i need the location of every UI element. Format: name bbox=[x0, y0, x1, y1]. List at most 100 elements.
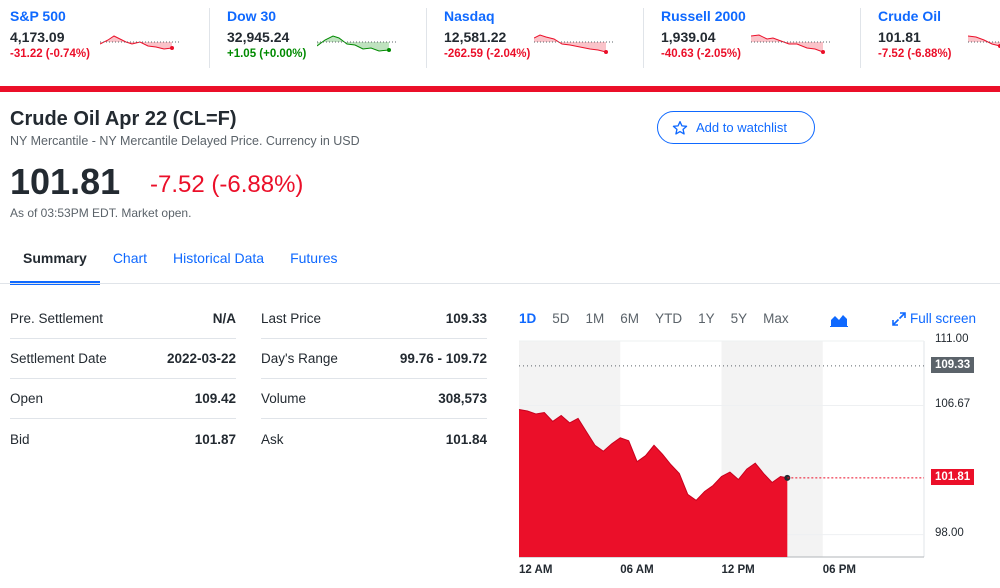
ticker-name: S&P 500 bbox=[10, 8, 66, 24]
ticker-sparkline bbox=[968, 35, 1000, 48]
stat-row: Settlement Date 2022-03-22 bbox=[10, 339, 236, 379]
stat-label: Day's Range bbox=[261, 351, 338, 366]
ticker-name: Crude Oil bbox=[878, 8, 942, 24]
full-screen-label: Full screen bbox=[910, 311, 977, 326]
current-price: 101.81 bbox=[10, 161, 121, 202]
stat-row: Volume 308,573 bbox=[261, 379, 487, 419]
ticker-change: -31.22 (-0.74%) bbox=[10, 48, 90, 60]
range-5y[interactable]: 5Y bbox=[730, 311, 748, 326]
stat-label: Ask bbox=[261, 431, 284, 447]
stat-row: Bid 101.87 bbox=[10, 419, 236, 459]
ticker-item-s-p-500[interactable]: S&P 500 4,173.09 -31.22 (-0.74%) bbox=[0, 0, 210, 72]
ticker-change: +1.05 (+0.00%) bbox=[227, 48, 307, 60]
tab-chart[interactable]: Chart bbox=[112, 250, 148, 266]
stat-label: Bid bbox=[10, 431, 30, 447]
ticker-price: 32,945.24 bbox=[227, 29, 290, 45]
y-tick-label: 106.67 bbox=[935, 397, 971, 410]
stat-label: Volume bbox=[261, 391, 307, 406]
watchlist-label: Add to watchlist bbox=[696, 120, 788, 135]
add-to-watchlist-button[interactable]: Add to watchlist bbox=[657, 111, 815, 144]
y-tick-label: 98.00 bbox=[935, 526, 964, 539]
page-title: Crude Oil Apr 22 (CL=F) bbox=[10, 108, 237, 130]
sparkline-line bbox=[317, 35, 390, 52]
area-chart-icon bbox=[830, 315, 848, 327]
chart-type-button[interactable] bbox=[830, 313, 848, 332]
x-tick-label: 12 PM bbox=[721, 564, 755, 576]
range-1m[interactable]: 1M bbox=[585, 311, 605, 326]
tab-historical-data[interactable]: Historical Data bbox=[173, 250, 265, 266]
ticker-item-dow-30[interactable]: Dow 30 32,945.24 +1.05 (+0.00%) bbox=[217, 0, 427, 72]
ticker-item-nasdaq[interactable]: Nasdaq 12,581.22 -262.59 (-2.04%) bbox=[434, 0, 644, 72]
price-line bbox=[518, 409, 788, 502]
sparkline-line bbox=[968, 35, 1000, 47]
ticker-item-crude-oil[interactable]: Crude Oil 101.81 -7.52 (-6.88%) bbox=[868, 0, 1000, 72]
ticker-change: -40.63 (-2.05%) bbox=[661, 48, 741, 60]
ticker-separator bbox=[643, 8, 644, 68]
x-tick-label: 12 AM bbox=[519, 564, 553, 576]
ticker-change: -262.59 (-2.04%) bbox=[444, 48, 531, 60]
ticker-separator bbox=[860, 8, 861, 68]
x-tick-label: 06 AM bbox=[620, 564, 654, 576]
ticker-name: Nasdaq bbox=[444, 8, 495, 24]
ticker-name: Russell 2000 bbox=[661, 8, 746, 24]
last-price-badge: 101.81 bbox=[931, 468, 975, 485]
sparkline-line bbox=[534, 34, 607, 53]
stat-row: Pre. Settlement N/A bbox=[10, 299, 236, 339]
tabs-divider bbox=[0, 283, 1000, 284]
quote-nav-tabs: Summary Chart Historical Data Futures bbox=[10, 240, 351, 285]
stat-value: 308,573 bbox=[438, 391, 487, 406]
range-1d[interactable]: 1D bbox=[519, 311, 537, 326]
stat-value: 101.87 bbox=[194, 431, 236, 447]
range-ytd[interactable]: YTD bbox=[655, 311, 683, 326]
range-1y[interactable]: 1Y bbox=[698, 311, 715, 326]
stat-row: Day's Range 99.76 - 109.72 bbox=[261, 339, 487, 379]
range-5d[interactable]: 5D bbox=[552, 311, 570, 326]
stats-table-right: Last Price 109.33 Day's Range 99.76 - 109.7… bbox=[261, 299, 487, 459]
expand-icon bbox=[892, 311, 906, 326]
stat-label: Open bbox=[10, 391, 44, 406]
stat-label: Pre. Settlement bbox=[10, 311, 104, 326]
market-ticker-strip: S&P 500 4,173.09 -31.22 (-0.74%) Dow 30 32,9… bbox=[0, 0, 1000, 86]
price-change: -7.52 (-6.88%) bbox=[150, 171, 304, 198]
ticker-sparkline bbox=[751, 34, 831, 54]
ticker-sparkline bbox=[534, 34, 614, 54]
previous-close-badge: 109.33 bbox=[931, 356, 975, 373]
sparkline-line bbox=[100, 35, 173, 50]
ticker-separator bbox=[209, 8, 210, 68]
ticker-item-russell-2000[interactable]: Russell 2000 1,939.04 -40.63 (-2.05%) bbox=[651, 0, 861, 72]
sparkline-last-point bbox=[387, 48, 391, 52]
stat-row: Ask 101.84 bbox=[261, 419, 487, 459]
stat-value: 101.84 bbox=[445, 431, 487, 447]
ticker-price: 101.81 bbox=[878, 29, 921, 45]
stat-value: 2022-03-22 bbox=[166, 351, 236, 366]
exchange-info: NY Mercantile - NY Mercantile Delayed Pr… bbox=[10, 134, 360, 148]
ticker-sparkline bbox=[317, 35, 397, 52]
stat-value: 109.42 bbox=[194, 391, 236, 406]
sparkline-area bbox=[534, 35, 606, 52]
stat-row: Open 109.42 bbox=[10, 379, 236, 419]
stat-label: Last Price bbox=[261, 311, 322, 326]
sparkline-last-point bbox=[170, 46, 174, 50]
sparkline-last-point bbox=[821, 50, 825, 54]
y-tick-label: 111.00 bbox=[935, 333, 969, 345]
ticker-price: 12,581.22 bbox=[444, 29, 507, 45]
star-icon bbox=[672, 120, 688, 135]
chart-range-selector: 1D 5D 1M 6M YTD 1Y 5Y Max bbox=[519, 311, 805, 326]
sparkline-area bbox=[317, 36, 389, 51]
ticker-name: Dow 30 bbox=[227, 8, 277, 24]
stat-value: N/A bbox=[212, 311, 236, 326]
stat-value: 109.33 bbox=[445, 311, 487, 326]
price-timestamp: As of 03:53PM EDT. Market open. bbox=[10, 206, 192, 220]
range-max[interactable]: Max bbox=[763, 311, 789, 326]
range-6m[interactable]: 6M bbox=[620, 311, 640, 326]
stat-value: 99.76 - 109.72 bbox=[399, 351, 487, 366]
price-area bbox=[519, 409, 788, 557]
stat-row: Last Price 109.33 bbox=[261, 299, 487, 339]
full-screen-button[interactable]: Full screen bbox=[892, 311, 976, 326]
ticker-separator bbox=[426, 8, 427, 68]
tab-futures[interactable]: Futures bbox=[290, 250, 338, 266]
sparkline-last-point bbox=[604, 50, 608, 54]
brand-divider bbox=[0, 86, 1000, 92]
stat-label: Settlement Date bbox=[10, 351, 107, 366]
